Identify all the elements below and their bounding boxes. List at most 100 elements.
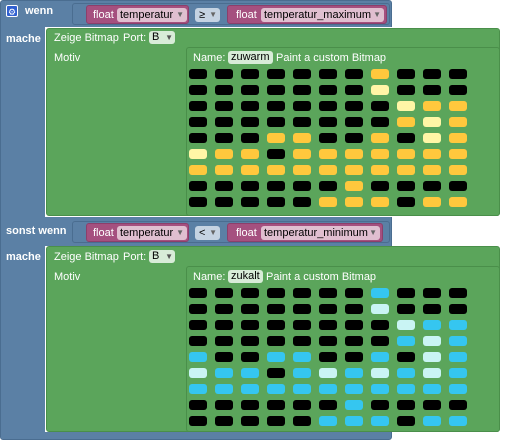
bitmap-pixel[interactable]	[449, 149, 467, 159]
bitmap-pixel[interactable]	[189, 165, 207, 175]
bitmap-pixel[interactable]	[293, 165, 311, 175]
bitmap-pixel[interactable]	[319, 288, 337, 298]
bitmap-pixel[interactable]	[449, 101, 467, 111]
bitmap-pixel[interactable]	[423, 416, 441, 426]
bitmap-pixel[interactable]	[449, 197, 467, 207]
bitmap-pixel[interactable]	[319, 181, 337, 191]
bitmap-pixel[interactable]	[371, 368, 389, 378]
var-dropdown-min[interactable]: temperatur_minimum ▼	[261, 226, 380, 240]
bitmap-pixel[interactable]	[319, 400, 337, 410]
bitmap-pixel[interactable]	[319, 85, 337, 95]
bitmap-grid-1[interactable]	[189, 69, 499, 214]
bitmap-pixel[interactable]	[423, 69, 441, 79]
bitmap-pixel[interactable]	[189, 352, 207, 362]
bitmap-pixel[interactable]	[215, 384, 233, 394]
bitmap-pixel[interactable]	[293, 101, 311, 111]
bitmap-pixel[interactable]	[293, 133, 311, 143]
bitmap-pixel[interactable]	[241, 197, 259, 207]
bitmap-pixel[interactable]	[293, 304, 311, 314]
bitmap-pixel[interactable]	[371, 416, 389, 426]
bitmap-pixel[interactable]	[189, 101, 207, 111]
bitmap-pixel[interactable]	[345, 165, 363, 175]
bitmap-pixel[interactable]	[189, 197, 207, 207]
bitmap-pixel[interactable]	[345, 85, 363, 95]
bitmap-pixel[interactable]	[397, 384, 415, 394]
bitmap-pixel[interactable]	[267, 85, 285, 95]
bitmap-pixel[interactable]	[449, 133, 467, 143]
bitmap-pixel[interactable]	[189, 181, 207, 191]
bitmap-pixel[interactable]	[319, 165, 337, 175]
bitmap-pixel[interactable]	[215, 336, 233, 346]
bitmap-pixel[interactable]	[215, 101, 233, 111]
bitmap-pixel[interactable]	[345, 117, 363, 127]
bitmap-pixel[interactable]	[397, 400, 415, 410]
bitmap-pixel[interactable]	[293, 320, 311, 330]
bitmap-pixel[interactable]	[241, 336, 259, 346]
bitmap-pixel[interactable]	[267, 384, 285, 394]
bitmap-pixel[interactable]	[397, 69, 415, 79]
var-dropdown-max[interactable]: temperatur_maximum ▼	[261, 8, 384, 22]
bitmap-pixel[interactable]	[267, 165, 285, 175]
bitmap-pixel[interactable]	[345, 288, 363, 298]
bitmap-pixel[interactable]	[215, 288, 233, 298]
bitmap-editor-1[interactable]	[186, 47, 500, 216]
bitmap-pixel[interactable]	[267, 288, 285, 298]
bitmap-pixel[interactable]	[371, 165, 389, 175]
bitmap-pixel[interactable]	[319, 416, 337, 426]
bitmap-pixel[interactable]	[345, 320, 363, 330]
bitmap-pixel[interactable]	[345, 101, 363, 111]
bitmap-pixel[interactable]	[267, 197, 285, 207]
operator-dropdown-2[interactable]: < ▼	[195, 226, 220, 240]
bitmap-name-field-1[interactable]: zuwarm	[228, 51, 273, 64]
bitmap-pixel[interactable]	[423, 117, 441, 127]
bitmap-pixel[interactable]	[371, 336, 389, 346]
bitmap-pixel[interactable]	[267, 133, 285, 143]
bitmap-pixel[interactable]	[345, 69, 363, 79]
bitmap-pixel[interactable]	[293, 336, 311, 346]
bitmap-pixel[interactable]	[189, 133, 207, 143]
bitmap-pixel[interactable]	[449, 85, 467, 95]
bitmap-pixel[interactable]	[267, 101, 285, 111]
bitmap-pixel[interactable]	[371, 400, 389, 410]
bitmap-pixel[interactable]	[345, 197, 363, 207]
bitmap-pixel[interactable]	[319, 101, 337, 111]
bitmap-pixel[interactable]	[189, 85, 207, 95]
bitmap-pixel[interactable]	[449, 384, 467, 394]
bitmap-pixel[interactable]	[241, 288, 259, 298]
bitmap-pixel[interactable]	[215, 133, 233, 143]
bitmap-pixel[interactable]	[241, 69, 259, 79]
bitmap-pixel[interactable]	[241, 133, 259, 143]
bitmap-pixel[interactable]	[189, 384, 207, 394]
bitmap-pixel[interactable]	[215, 400, 233, 410]
bitmap-pixel[interactable]	[397, 101, 415, 111]
bitmap-pixel[interactable]	[449, 181, 467, 191]
bitmap-pixel[interactable]	[423, 368, 441, 378]
bitmap-pixel[interactable]	[397, 304, 415, 314]
bitmap-pixel[interactable]	[345, 149, 363, 159]
bitmap-pixel[interactable]	[189, 288, 207, 298]
bitmap-pixel[interactable]	[215, 197, 233, 207]
bitmap-pixel[interactable]	[371, 288, 389, 298]
bitmap-pixel[interactable]	[293, 69, 311, 79]
bitmap-pixel[interactable]	[423, 304, 441, 314]
bitmap-pixel[interactable]	[371, 69, 389, 79]
bitmap-pixel[interactable]	[189, 117, 207, 127]
bitmap-pixel[interactable]	[241, 304, 259, 314]
bitmap-pixel[interactable]	[397, 197, 415, 207]
bitmap-pixel[interactable]	[345, 416, 363, 426]
bitmap-pixel[interactable]	[371, 197, 389, 207]
bitmap-pixel[interactable]	[267, 416, 285, 426]
bitmap-pixel[interactable]	[267, 336, 285, 346]
bitmap-pixel[interactable]	[345, 352, 363, 362]
bitmap-pixel[interactable]	[423, 320, 441, 330]
bitmap-pixel[interactable]	[397, 288, 415, 298]
bitmap-pixel[interactable]	[371, 384, 389, 394]
bitmap-pixel[interactable]	[319, 336, 337, 346]
bitmap-pixel[interactable]	[397, 85, 415, 95]
bitmap-pixel[interactable]	[423, 149, 441, 159]
bitmap-pixel[interactable]	[215, 368, 233, 378]
bitmap-pixel[interactable]	[267, 117, 285, 127]
bitmap-pixel[interactable]	[215, 352, 233, 362]
bitmap-pixel[interactable]	[241, 165, 259, 175]
bitmap-pixel[interactable]	[423, 165, 441, 175]
